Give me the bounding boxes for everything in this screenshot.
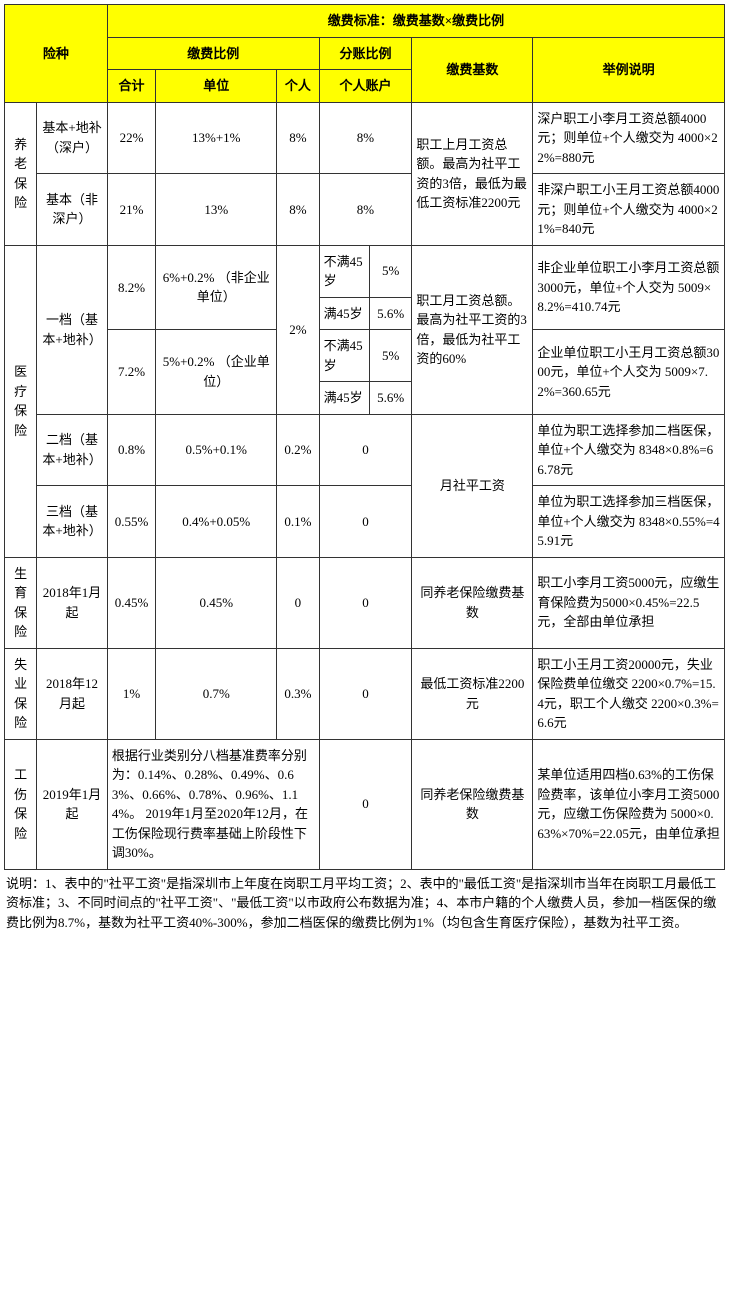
- maternity-total: 0.45%: [107, 557, 155, 648]
- medical-tier3-account: 0: [319, 486, 412, 558]
- h-account: 个人账户: [319, 70, 412, 103]
- medical-tier23-base: 月社平工资: [412, 414, 533, 557]
- pension-group: 养老保险: [5, 102, 37, 245]
- unemployment-employer: 0.7%: [156, 648, 277, 739]
- pension-r1-example: 深户职工小李月工资总额4000元；则单位+个人缴交为 4000×22%=880元: [533, 102, 725, 174]
- pension-r1-total: 22%: [107, 102, 155, 174]
- notes-paragraph: 说明：1、表中的"社平工资"是指深圳市上年度在岗职工月平均工资；2、表中的"最低…: [4, 874, 725, 933]
- medical-tier2-example: 单位为职工选择参加二档医保，单位+个人缴交为 8348×0.8%=66.78元: [533, 414, 725, 486]
- injury-example: 某单位适用四档0.63%的工伤保险费率，该单位小李月工资5000元，应缴工伤保险…: [533, 739, 725, 869]
- medical-age-u45-a: 不满45岁: [319, 245, 369, 297]
- injury-account: 0: [319, 739, 412, 869]
- medical-tier3-example: 单位为职工选择参加三档医保，单位+个人缴交为 8348×0.55%=45.91元: [533, 486, 725, 558]
- unemployment-self: 0.3%: [277, 648, 319, 739]
- medical-tier2-account: 0: [319, 414, 412, 486]
- h-ratio-group: 缴费比例: [107, 37, 319, 70]
- medical-rate56-a: 5.6%: [370, 297, 412, 330]
- unemployment-account: 0: [319, 648, 412, 739]
- h-self: 个人: [277, 70, 319, 103]
- medical-tier1b-example: 企业单位职工小王月工资总额3000元，单位+个人交为 5009×7.2%=360…: [533, 330, 725, 415]
- h-base: 缴费基数: [412, 37, 533, 102]
- unemployment-group: 失业保险: [5, 648, 37, 739]
- medical-rate5-a: 5%: [370, 245, 412, 297]
- medical-tier1-base: 职工月工资总额。最高为社平工资的3倍，最低为社平工资的60%: [412, 245, 533, 414]
- medical-rate5-b: 5%: [370, 330, 412, 382]
- injury-employer: 根据行业类别分八档基准费率分别为：0.14%、0.28%、0.49%、0.63%…: [107, 739, 319, 869]
- pension-r1-account: 8%: [319, 102, 412, 174]
- medical-tier1-self: 2%: [277, 245, 319, 414]
- pension-r2-example: 非深户职工小王月工资总额4000元；则单位+个人缴交为 4000×21%=840…: [533, 174, 725, 246]
- unemployment-base: 最低工资标准2200元: [412, 648, 533, 739]
- medical-age-u45-b: 不满45岁: [319, 330, 369, 382]
- medical-tier1a-total: 8.2%: [107, 245, 155, 330]
- medical-tier3-sub: 三档（基本+地补）: [37, 486, 108, 558]
- medical-tier3-self: 0.1%: [277, 486, 319, 558]
- medical-tier1a-employer: 6%+0.2% （非企业单位）: [156, 245, 277, 330]
- medical-tier3-total: 0.55%: [107, 486, 155, 558]
- maternity-sub: 2018年1月起: [37, 557, 108, 648]
- medical-tier1b-total: 7.2%: [107, 330, 155, 415]
- injury-base: 同养老保险缴费基数: [412, 739, 533, 869]
- h-employer: 单位: [156, 70, 277, 103]
- maternity-employer: 0.45%: [156, 557, 277, 648]
- h-formula: 缴费标准：缴费基数×缴费比例: [107, 5, 724, 38]
- medical-tier2-sub: 二档（基本+地补）: [37, 414, 108, 486]
- unemployment-example: 职工小王月工资20000元，失业保险费单位缴交 2200×0.7%=15.4元，…: [533, 648, 725, 739]
- unemployment-sub: 2018年12月起: [37, 648, 108, 739]
- h-example: 举例说明: [533, 37, 725, 102]
- insurance-table: 险种 缴费标准：缴费基数×缴费比例 缴费比例 分账比例 缴费基数 举例说明 合计…: [4, 4, 725, 870]
- medical-group: 医疗保险: [5, 245, 37, 557]
- medical-tier1b-employer: 5%+0.2% （企业单位）: [156, 330, 277, 415]
- medical-tier3-employer: 0.4%+0.05%: [156, 486, 277, 558]
- medical-age-o45-b: 满45岁: [319, 382, 369, 415]
- medical-tier2-total: 0.8%: [107, 414, 155, 486]
- medical-age-o45-a: 满45岁: [319, 297, 369, 330]
- pension-r2-total: 21%: [107, 174, 155, 246]
- maternity-group: 生育保险: [5, 557, 37, 648]
- medical-tier1-sub: 一档（基本+地补）: [37, 245, 108, 414]
- pension-base: 职工上月工资总额。最高为社平工资的3倍，最低为最低工资标准2200元: [412, 102, 533, 245]
- maternity-account: 0: [319, 557, 412, 648]
- h-split-group: 分账比例: [319, 37, 412, 70]
- injury-sub: 2019年1月起: [37, 739, 108, 869]
- pension-r2-employer: 13%: [156, 174, 277, 246]
- h-total: 合计: [107, 70, 155, 103]
- medical-tier2-employer: 0.5%+0.1%: [156, 414, 277, 486]
- maternity-base: 同养老保险缴费基数: [412, 557, 533, 648]
- pension-r2-self: 8%: [277, 174, 319, 246]
- h-insurance-type: 险种: [5, 5, 108, 103]
- maternity-self: 0: [277, 557, 319, 648]
- injury-group: 工伤保险: [5, 739, 37, 869]
- unemployment-total: 1%: [107, 648, 155, 739]
- medical-rate56-b: 5.6%: [370, 382, 412, 415]
- pension-r1-self: 8%: [277, 102, 319, 174]
- pension-r2-sub: 基本（非深户）: [37, 174, 108, 246]
- pension-r2-account: 8%: [319, 174, 412, 246]
- maternity-example: 职工小李月工资5000元，应缴生育保险费为5000×0.45%=22.5元，全部…: [533, 557, 725, 648]
- medical-tier1a-example: 非企业单位职工小李月工资总额3000元，单位+个人交为 5009×8.2%=41…: [533, 245, 725, 330]
- medical-tier2-self: 0.2%: [277, 414, 319, 486]
- pension-r1-sub: 基本+地补（深户）: [37, 102, 108, 174]
- pension-r1-employer: 13%+1%: [156, 102, 277, 174]
